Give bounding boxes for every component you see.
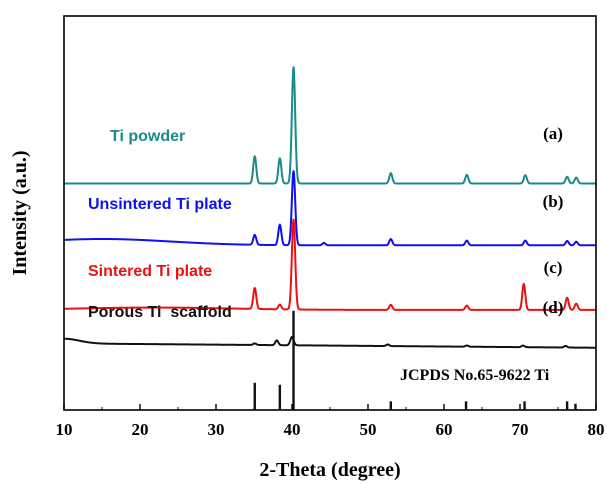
x-tick-label: 80 xyxy=(588,420,605,439)
plot-frame xyxy=(63,15,597,411)
series-label-1: Ti powder xyxy=(110,128,185,145)
series-line-2 xyxy=(63,170,597,247)
plot-area: JCPDS No.65-9622 Ti Ti powder (a) Unsinter… xyxy=(56,15,605,439)
x-tick-label: 70 xyxy=(512,420,529,439)
y-axis-title: Intensity (a.u.) xyxy=(9,150,31,275)
series-label-4: Porous Ti scaffold xyxy=(88,304,232,321)
series-group xyxy=(63,66,597,349)
x-tick-label: 10 xyxy=(56,420,73,439)
series-line-3 xyxy=(63,218,597,311)
x-tick-label: 60 xyxy=(436,420,453,439)
reference-pattern: JCPDS No.65-9622 Ti xyxy=(253,310,577,410)
series-labels: Ti powder (a) Unsintered Ti plate (b) Sinter… xyxy=(88,124,563,321)
series-label-2: Unsintered Ti plate xyxy=(88,196,232,213)
x-tick-label: 30 xyxy=(208,420,225,439)
series-label-3: Sintered Ti plate xyxy=(88,263,212,280)
x-axis-title: 2-Theta (degree) xyxy=(259,459,400,481)
x-ticks: 10 20 30 40 50 60 70 80 xyxy=(56,404,605,439)
reference-label: JCPDS No.65-9622 Ti xyxy=(400,367,550,384)
series-marker-1: (a) xyxy=(543,124,563,143)
series-line-4 xyxy=(63,336,597,349)
series-marker-2: (b) xyxy=(543,192,564,211)
x-tick-label: 50 xyxy=(360,420,377,439)
series-marker-3: (c) xyxy=(544,258,563,277)
series-line-1 xyxy=(63,66,597,185)
x-tick-label: 20 xyxy=(132,420,149,439)
x-tick-label: 40 xyxy=(284,420,301,439)
series-marker-4: (d) xyxy=(543,298,564,317)
